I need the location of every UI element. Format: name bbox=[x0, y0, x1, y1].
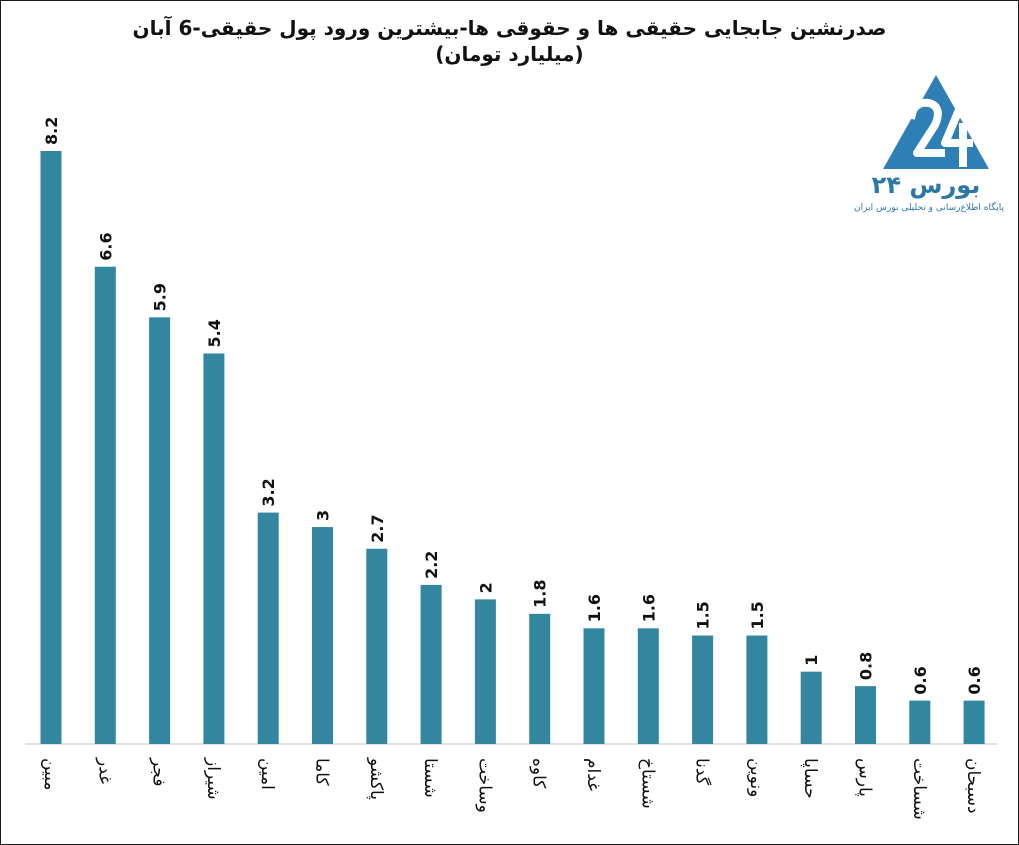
value-label-10: 1.8 bbox=[531, 579, 550, 607]
value-label-12: 1.6 bbox=[639, 594, 658, 622]
value-label-9: 2 bbox=[476, 582, 495, 593]
category-label-3: فجر bbox=[149, 757, 169, 786]
bar-4 bbox=[203, 353, 225, 744]
bar-9 bbox=[474, 599, 496, 744]
bar-12 bbox=[637, 628, 659, 744]
category-label-5: امین bbox=[257, 758, 277, 790]
category-label-1: مبین bbox=[40, 758, 60, 790]
bourse24-logo-icon bbox=[883, 75, 989, 169]
category-label-11: غدام bbox=[583, 758, 603, 791]
value-label-bg-17 bbox=[910, 661, 931, 695]
value-label-3: 5.9 bbox=[151, 283, 170, 311]
value-label-bg-10 bbox=[530, 574, 551, 608]
bar-16 bbox=[855, 686, 876, 744]
category-label-18: دسبحان bbox=[963, 758, 983, 814]
bar-6 bbox=[312, 527, 333, 744]
value-label-bg-11 bbox=[585, 589, 605, 623]
value-label-bg-9 bbox=[476, 578, 497, 594]
bar-3 bbox=[149, 317, 171, 744]
logo-tagline: پایگاه اطلاع‌رسانی و تحلیلی بورس ایران bbox=[854, 203, 1004, 213]
category-label-13: گدنا bbox=[692, 758, 713, 786]
bar-13 bbox=[692, 635, 714, 744]
value-label-bg-8 bbox=[422, 545, 443, 579]
bar-2 bbox=[94, 266, 116, 744]
value-label-13: 1.5 bbox=[694, 601, 713, 629]
bar-15 bbox=[800, 671, 822, 744]
value-label-14: 1.5 bbox=[748, 601, 767, 629]
chart-title-block: صدرنشین جابجایی حقیقی ها و حقوقی ها-بیشت… bbox=[1, 15, 1018, 67]
category-label-8: شستا bbox=[420, 758, 440, 798]
value-label-bg-15 bbox=[802, 650, 823, 666]
value-label-bg-1 bbox=[42, 112, 62, 145]
value-label-bg-12 bbox=[639, 589, 660, 623]
value-label-bg-3 bbox=[150, 278, 171, 312]
bar-10 bbox=[529, 613, 551, 744]
category-label-10: کاوه bbox=[529, 758, 549, 789]
value-label-8: 2.2 bbox=[422, 551, 441, 579]
value-label-bg-4 bbox=[204, 314, 225, 348]
value-label-16: 0.8 bbox=[857, 652, 876, 680]
category-label-6: کاما bbox=[312, 758, 332, 786]
value-label-11: 1.6 bbox=[585, 594, 604, 622]
chart-title: صدرنشین جابجایی حقیقی ها و حقوقی ها-بیشت… bbox=[132, 16, 887, 40]
bar-1 bbox=[40, 151, 62, 744]
logo-name: بورس ۲۴ bbox=[871, 171, 981, 199]
bar-18 bbox=[963, 700, 985, 744]
value-label-1: 8.2 bbox=[42, 117, 61, 145]
category-label-4: شیراز bbox=[203, 757, 223, 800]
category-label-2: غدر bbox=[94, 757, 114, 784]
value-label-7: 2.7 bbox=[368, 514, 387, 542]
value-label-bg-18 bbox=[965, 661, 986, 695]
value-label-4: 5.4 bbox=[205, 319, 224, 347]
value-label-bg-5 bbox=[259, 473, 280, 507]
value-label-bg-7 bbox=[367, 509, 388, 543]
category-label-12: شستاخ bbox=[637, 758, 657, 809]
chart-subtitle: (میلیارد تومان) bbox=[435, 42, 584, 66]
value-label-17: 0.6 bbox=[911, 666, 930, 694]
category-label-16: پارس bbox=[855, 758, 875, 797]
bar-7 bbox=[366, 548, 388, 744]
value-label-bg-13 bbox=[693, 596, 714, 630]
value-label-bg-16 bbox=[856, 647, 877, 681]
category-label-15: حساپا bbox=[800, 758, 820, 799]
value-label-6: 3 bbox=[314, 510, 333, 521]
value-label-15: 1 bbox=[802, 655, 821, 666]
category-label-17: شساخت bbox=[909, 758, 929, 820]
category-label-7: پاکشو bbox=[366, 757, 386, 800]
value-label-2: 6.6 bbox=[96, 232, 115, 260]
value-label-bg-6 bbox=[313, 506, 334, 522]
value-label-18: 0.6 bbox=[965, 666, 984, 694]
value-label-5: 3.2 bbox=[259, 478, 278, 506]
bar-14 bbox=[746, 635, 768, 744]
value-label-bg-14 bbox=[747, 596, 768, 630]
category-label-14: ونوین bbox=[746, 758, 766, 797]
bar-8 bbox=[420, 584, 442, 744]
bar-11 bbox=[583, 628, 605, 744]
bar-5 bbox=[257, 512, 279, 744]
bar-17 bbox=[909, 700, 931, 744]
value-label-bg-2 bbox=[96, 227, 117, 261]
category-label-9: وساخت bbox=[474, 758, 494, 813]
